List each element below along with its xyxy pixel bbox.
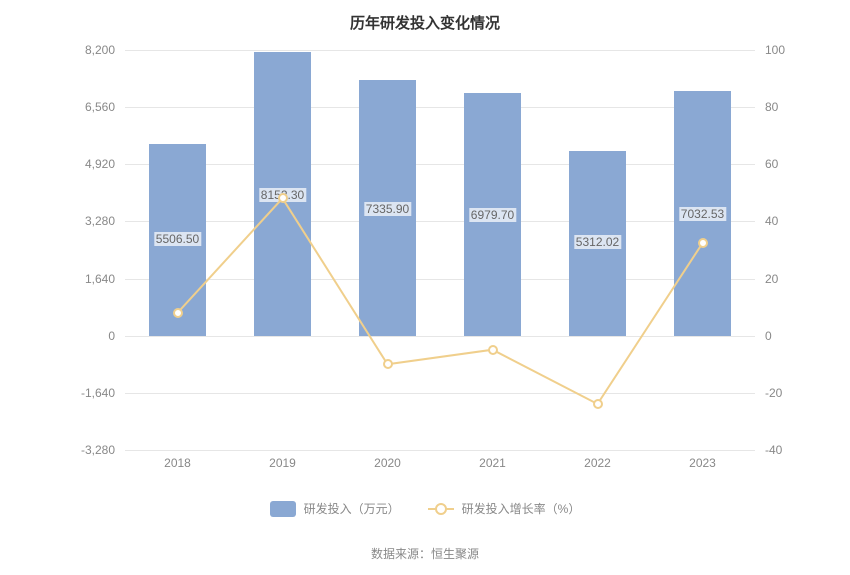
line-marker (698, 238, 708, 248)
y-right-tick: 80 (765, 100, 778, 114)
legend-line-swatch (428, 508, 454, 510)
x-tick: 2023 (689, 456, 716, 470)
y-left-tick: -3,280 (81, 443, 115, 457)
line-marker (278, 193, 288, 203)
line-marker (383, 359, 393, 369)
legend-line-label: 研发投入增长率（%） (462, 500, 581, 517)
legend: 研发投入（万元） 研发投入增长率（%） (0, 500, 850, 517)
y-right-tick: 20 (765, 272, 778, 286)
plot-area: -3,280-40-1,640-20001,640203,280404,9206… (125, 50, 755, 450)
y-left-tick: 3,280 (85, 214, 115, 228)
line-marker (173, 308, 183, 318)
y-right-tick: -20 (765, 386, 782, 400)
y-left-tick: 0 (108, 329, 115, 343)
legend-item-line: 研发投入增长率（%） (428, 500, 581, 517)
line-marker (488, 345, 498, 355)
y-left-tick: 1,640 (85, 272, 115, 286)
x-tick: 2019 (269, 456, 296, 470)
data-source: 数据来源：恒生聚源 (0, 545, 850, 562)
y-right-tick: 40 (765, 214, 778, 228)
y-right-tick: 60 (765, 157, 778, 171)
legend-bar-label: 研发投入（万元） (304, 500, 400, 517)
line-marker (593, 399, 603, 409)
chart-title: 历年研发投入变化情况 (0, 0, 850, 33)
y-right-tick: 0 (765, 329, 772, 343)
x-tick: 2020 (374, 456, 401, 470)
y-left-tick: 4,920 (85, 157, 115, 171)
growth-line (178, 198, 703, 404)
y-left-tick: -1,640 (81, 386, 115, 400)
y-right-tick: -40 (765, 443, 782, 457)
legend-bar-swatch (270, 501, 296, 517)
legend-item-bar: 研发投入（万元） (270, 500, 400, 517)
x-tick: 2021 (479, 456, 506, 470)
line-series (125, 50, 755, 450)
y-left-tick: 8,200 (85, 43, 115, 57)
gridline (125, 450, 755, 451)
x-tick: 2022 (584, 456, 611, 470)
y-right-tick: 100 (765, 43, 785, 57)
y-left-tick: 6,560 (85, 100, 115, 114)
x-tick: 2018 (164, 456, 191, 470)
chart-container: 历年研发投入变化情况 -3,280-40-1,640-20001,640203,… (0, 0, 850, 575)
